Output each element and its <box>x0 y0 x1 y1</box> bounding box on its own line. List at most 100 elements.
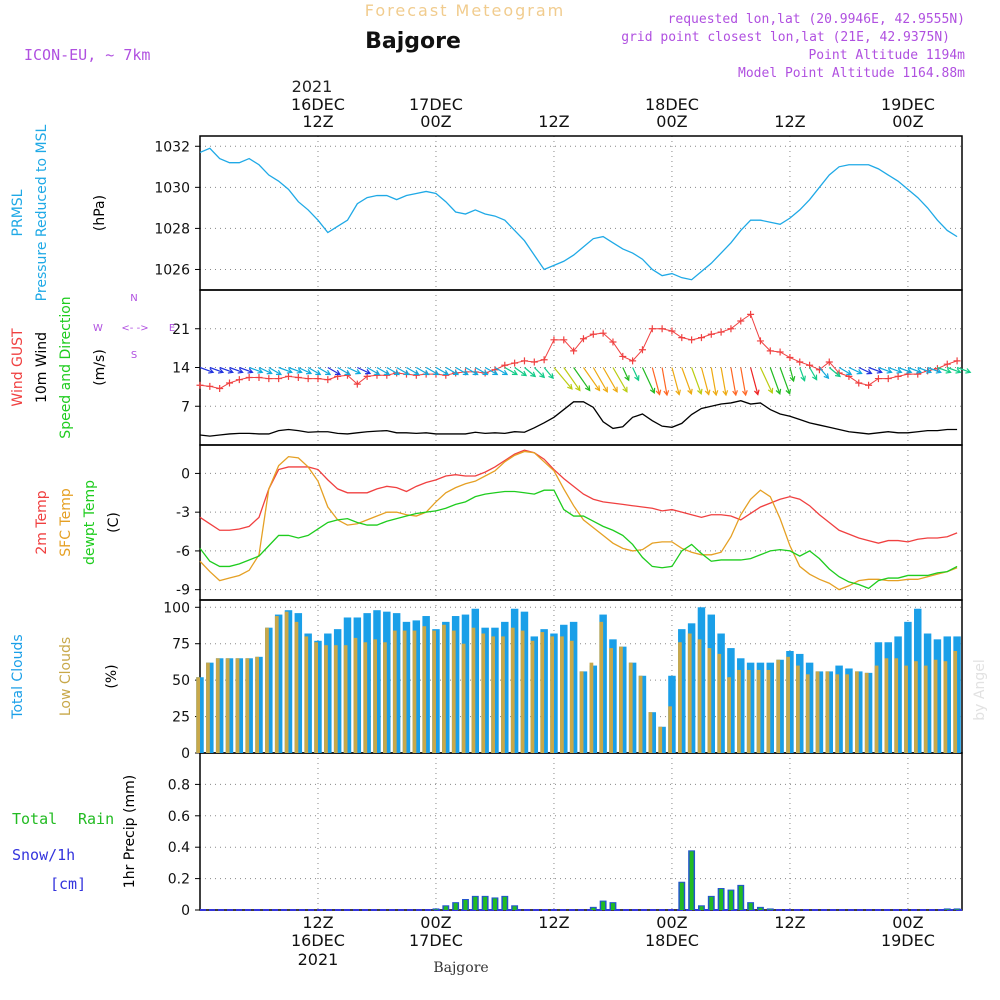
y-tick-label: 21 <box>172 322 190 338</box>
wind-arrow <box>907 366 922 373</box>
low-cloud-bar <box>786 656 790 753</box>
low-cloud-bar <box>412 630 417 753</box>
rain-bar <box>699 906 704 910</box>
gust-marker <box>550 336 558 344</box>
low-cloud-bar <box>481 633 486 753</box>
gust-marker <box>825 358 833 366</box>
wind-arrow-head <box>789 376 796 383</box>
rain-bar <box>709 896 714 910</box>
y-tick-label: 14 <box>172 361 190 377</box>
wind-arrow <box>641 367 655 394</box>
gust-marker <box>294 373 302 381</box>
wind-arrow-head <box>325 369 332 376</box>
gust-marker <box>707 330 715 338</box>
low-cloud-bar <box>225 658 230 753</box>
wind-arrow <box>307 366 321 376</box>
wind-arrow <box>327 366 341 376</box>
wind-speed-line <box>199 400 958 437</box>
low-cloud-bar <box>422 626 427 753</box>
panel-frame <box>199 135 963 291</box>
wind-arrow-head <box>602 386 608 393</box>
total-cloud-bar <box>235 658 244 753</box>
wind-arrow-head <box>334 369 342 376</box>
wind-arrow <box>573 367 591 391</box>
gust-marker <box>688 336 696 344</box>
wind-arrow <box>700 367 710 395</box>
low-cloud-bar <box>845 674 849 753</box>
low-cloud-bar <box>235 658 240 753</box>
gust-marker <box>776 348 784 356</box>
wind-arrow-head <box>237 368 244 374</box>
grid-point-coords: grid point closest lon,lat (21E, 42.9375… <box>621 30 950 45</box>
rain-bar <box>483 896 488 910</box>
requested-coords: requested lon,lat (20.9946E, 42.9555N) <box>668 12 965 27</box>
y-tick-label: 1028 <box>154 221 190 237</box>
wind-arrow-head <box>296 368 303 374</box>
wind-arrow <box>917 366 932 373</box>
wind-arrow-head <box>227 368 234 374</box>
low-cloud-bar <box>727 677 731 753</box>
temp-sfc-line <box>199 450 958 591</box>
rain-bar <box>591 907 596 910</box>
wind-arrow-head <box>775 388 782 395</box>
wind-arrow-head <box>823 373 830 380</box>
low-cloud-bar <box>540 632 545 753</box>
low-cloud-bar <box>373 639 377 753</box>
low-cloud-bar <box>560 636 564 753</box>
footer-location: Bajgore <box>433 960 488 976</box>
gust-marker <box>196 381 204 389</box>
rain-bar <box>434 909 438 910</box>
top-date-label: 16DEC <box>291 95 345 114</box>
rain-bar <box>758 907 763 910</box>
low-cloud-bar <box>324 645 328 753</box>
wind-arrow-head <box>539 372 546 379</box>
wind-arrow <box>622 367 630 381</box>
y-tick-label: -6 <box>176 544 190 560</box>
panel-label-wind: Speed and Direction <box>58 296 74 438</box>
low-cloud-bar <box>363 642 368 753</box>
wind-arrow <box>288 366 302 373</box>
rain-bar <box>679 882 684 910</box>
gust-marker <box>570 347 578 355</box>
bottom-date-label: 19DEC <box>881 931 935 950</box>
gust-marker <box>275 375 283 383</box>
wind-arrow <box>553 367 573 390</box>
wind-arrow <box>828 367 841 377</box>
wind-arrow <box>475 366 488 376</box>
y-tick-label: 1030 <box>154 180 190 196</box>
gust-marker <box>353 380 361 388</box>
bottom-date-label: 17DEC <box>409 931 463 950</box>
low-cloud-bar <box>215 658 220 753</box>
gust-marker <box>756 337 764 345</box>
rain-bar <box>955 909 960 910</box>
panel-label-pressure: Pressure Reduced to MSL <box>34 124 50 301</box>
low-cloud-bar <box>835 674 840 753</box>
wind-arrow <box>268 366 282 376</box>
wind-arrow <box>799 367 806 381</box>
gust-marker <box>648 325 656 333</box>
low-cloud-bar <box>746 669 751 753</box>
low-cloud-bar <box>707 648 712 753</box>
wind-arrow-head <box>876 368 883 374</box>
wind-arrow-head <box>344 369 351 376</box>
wind-arrow <box>258 366 272 374</box>
wind-arrow-head <box>955 368 962 374</box>
wind-arrow-head <box>567 383 573 390</box>
bottom-time-label: 12Z <box>302 913 333 932</box>
low-cloud-bar <box>864 672 869 753</box>
gust-marker <box>796 358 804 366</box>
top-time-label: 12Z <box>774 112 805 131</box>
wind-arrow <box>563 367 581 391</box>
rain-bar <box>473 896 478 910</box>
gust-marker <box>255 373 263 381</box>
rain-bar <box>493 898 497 910</box>
temp-2m-line <box>199 449 958 544</box>
wind-arrow <box>337 366 351 376</box>
rain-bar <box>689 851 694 910</box>
watermark: by Angel <box>972 659 988 720</box>
wind-arrow <box>937 366 951 373</box>
gust-marker <box>865 381 873 389</box>
low-cloud-bar <box>491 636 495 753</box>
gust-marker <box>579 335 587 343</box>
wind-arrow-head <box>575 385 581 392</box>
